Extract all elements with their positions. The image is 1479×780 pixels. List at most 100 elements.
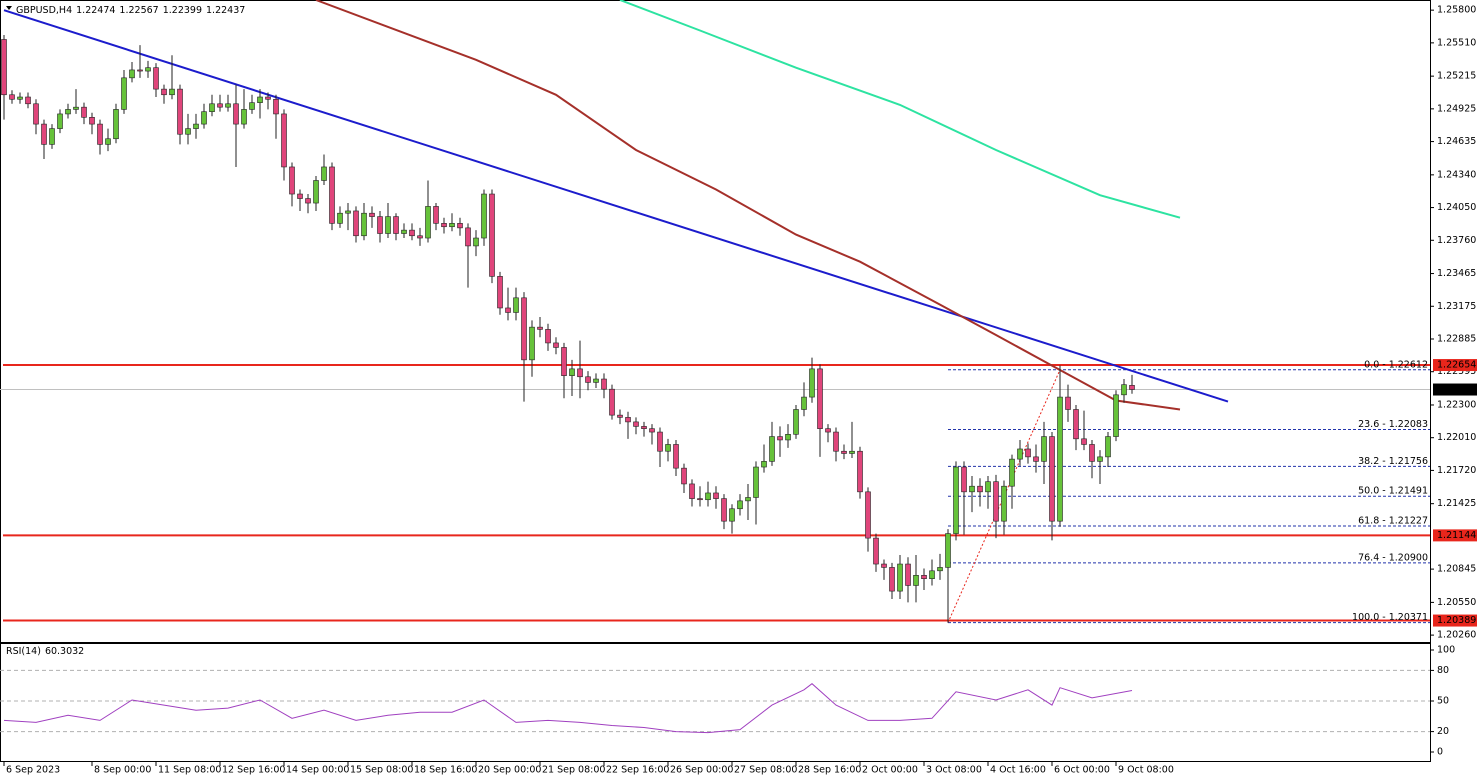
fib-label: 38.2 - 1.21756 bbox=[1358, 456, 1428, 467]
candle-body bbox=[377, 216, 383, 234]
candle-body bbox=[681, 467, 687, 485]
level-price-label: 1.22654 bbox=[1437, 360, 1476, 371]
candle-body bbox=[569, 368, 575, 376]
candle-body bbox=[713, 492, 719, 499]
candle-body bbox=[617, 414, 623, 418]
menu-icon bbox=[6, 6, 12, 10]
candle-body bbox=[953, 466, 959, 534]
candle-body bbox=[489, 193, 495, 277]
x-tick-label: 11 Sep 08:00 bbox=[158, 765, 221, 776]
candle-body bbox=[1081, 438, 1087, 445]
y-tick-label: 1.22010 bbox=[1437, 432, 1476, 443]
candle-body bbox=[169, 88, 175, 96]
candle-body bbox=[977, 485, 983, 493]
candle-body bbox=[1017, 448, 1023, 460]
candle-body bbox=[825, 428, 831, 433]
candle-body bbox=[897, 563, 903, 592]
candle-body bbox=[537, 326, 543, 330]
candle-body bbox=[665, 444, 671, 452]
candle-body bbox=[857, 450, 863, 493]
candle-body bbox=[1065, 396, 1071, 410]
rsi-panel bbox=[0, 643, 1431, 762]
indicator-name: RSI(14) bbox=[6, 646, 41, 657]
candle-body bbox=[497, 276, 503, 309]
candle-body bbox=[913, 575, 919, 586]
x-tick-label: 6 Sep 2023 bbox=[6, 765, 60, 776]
candle-body bbox=[961, 466, 967, 493]
candle-body bbox=[993, 481, 999, 522]
candle-body bbox=[593, 378, 599, 383]
candle-body bbox=[257, 96, 263, 103]
candle-body bbox=[1033, 456, 1039, 462]
candle-body bbox=[937, 567, 943, 572]
candle-body bbox=[809, 368, 815, 398]
candle-body bbox=[193, 123, 199, 129]
candle-body bbox=[353, 210, 359, 237]
candle-body bbox=[57, 113, 63, 129]
candle-body bbox=[881, 563, 887, 568]
candle-body bbox=[1105, 436, 1111, 458]
candle-body bbox=[65, 109, 71, 115]
candle-body bbox=[177, 88, 183, 135]
candle-body bbox=[945, 533, 951, 568]
price-panel bbox=[0, 0, 1431, 643]
candle-body bbox=[137, 69, 143, 72]
level-price-label: 1.21144 bbox=[1437, 530, 1476, 541]
candle-body bbox=[401, 229, 407, 234]
y-tick-label: 1.25215 bbox=[1437, 71, 1476, 82]
candle-body bbox=[609, 388, 615, 416]
indicator-value: 60.3032 bbox=[45, 646, 84, 657]
candle-body bbox=[457, 223, 463, 229]
candle-body bbox=[657, 431, 663, 452]
x-tick-label: 28 Sep 16:00 bbox=[798, 765, 861, 776]
fib-label: 23.6 - 1.22083 bbox=[1358, 419, 1428, 430]
level-price-box bbox=[1433, 614, 1477, 627]
y-tick-label: 0 bbox=[1437, 747, 1443, 758]
candle-body bbox=[153, 67, 159, 90]
candle-body bbox=[441, 223, 447, 228]
candle-body bbox=[449, 223, 455, 228]
level-price-label: 1.20389 bbox=[1437, 615, 1476, 626]
candle-body bbox=[313, 180, 319, 204]
candle-body bbox=[121, 77, 127, 110]
y-tick-label: 100 bbox=[1437, 645, 1455, 656]
candle-body bbox=[553, 342, 559, 348]
candle-body bbox=[33, 103, 39, 125]
candle-body bbox=[73, 106, 79, 110]
x-tick-label: 3 Oct 08:00 bbox=[926, 765, 982, 776]
y-tick-label: 1.20550 bbox=[1437, 597, 1476, 608]
candle-body bbox=[841, 450, 847, 454]
candle-body bbox=[697, 498, 703, 501]
fib-label: 50.0 - 1.21491 bbox=[1358, 486, 1428, 497]
candle-body bbox=[1089, 444, 1095, 462]
candle-body bbox=[249, 102, 255, 110]
candle-body bbox=[329, 166, 335, 224]
candle-body bbox=[361, 212, 367, 237]
candle-body bbox=[1057, 396, 1063, 522]
candle-body bbox=[673, 444, 679, 469]
candle-body bbox=[1025, 448, 1031, 458]
level-price-box bbox=[1433, 529, 1477, 542]
candle-body bbox=[145, 67, 151, 72]
candle-body bbox=[1073, 409, 1079, 440]
x-tick-label: 15 Sep 08:00 bbox=[350, 765, 413, 776]
x-tick-label: 27 Sep 08:00 bbox=[734, 765, 797, 776]
candle-body bbox=[273, 98, 279, 115]
candle-body bbox=[113, 109, 119, 140]
y-tick-label: 1.24925 bbox=[1437, 103, 1476, 114]
indicator-line bbox=[3, 9, 1229, 403]
y-tick-label: 20 bbox=[1437, 726, 1449, 737]
x-tick-label: 9 Oct 08:00 bbox=[1118, 765, 1174, 776]
indicator-line bbox=[315, 0, 1181, 411]
y-tick-label: 1.24340 bbox=[1437, 169, 1476, 180]
x-tick-label: 26 Sep 00:00 bbox=[670, 765, 733, 776]
candle-body bbox=[17, 96, 23, 100]
candle-body bbox=[185, 128, 191, 135]
x-tick-label: 8 Sep 00:00 bbox=[94, 765, 151, 776]
candle-body bbox=[481, 193, 487, 239]
candle-body bbox=[545, 329, 551, 344]
candle-body bbox=[521, 297, 527, 361]
candle-body bbox=[801, 396, 807, 410]
candle-body bbox=[1129, 385, 1135, 390]
